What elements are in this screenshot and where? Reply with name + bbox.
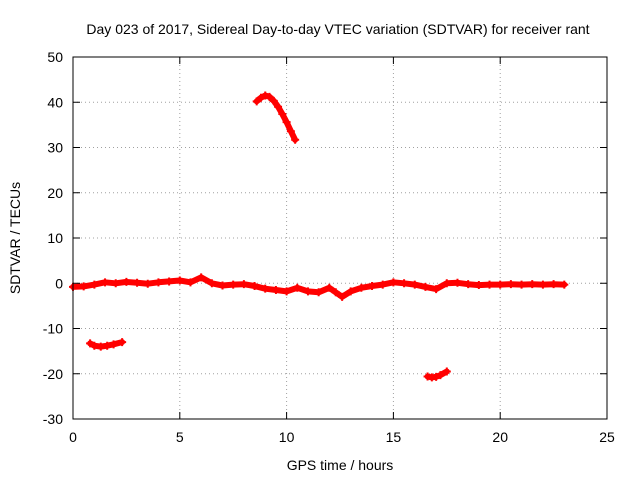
- data-point: [252, 97, 261, 106]
- y-tick-label: 0: [55, 275, 63, 291]
- data-point: [282, 118, 291, 127]
- data-point: [239, 280, 248, 289]
- data-point: [261, 284, 270, 293]
- y-tick-label: -10: [43, 321, 63, 337]
- data-point: [101, 278, 110, 287]
- data-point: [256, 93, 265, 102]
- data-point: [109, 340, 118, 349]
- y-tick-label: 40: [47, 94, 63, 110]
- data-point: [378, 280, 387, 289]
- x-tick-label: 25: [599, 429, 615, 445]
- data-point: [549, 280, 558, 289]
- data-point: [421, 282, 430, 291]
- data-point: [485, 280, 494, 289]
- axis-ticks: 0 5 10 15 20 25 -30 -20 -10 0 10 20 30 40 50: [43, 49, 615, 445]
- data-point: [186, 278, 195, 287]
- data-point: [122, 277, 131, 286]
- data-point: [474, 281, 483, 290]
- data-point: [331, 288, 340, 297]
- grid-lines: [73, 57, 607, 419]
- x-tick-label: 10: [279, 429, 295, 445]
- y-axis-label: SDTVAR / TECUs: [7, 182, 23, 294]
- data-point: [79, 282, 88, 291]
- data-point: [154, 278, 163, 287]
- series-0: [69, 273, 569, 301]
- data-point: [368, 281, 377, 290]
- data-point: [528, 280, 537, 289]
- data-point: [86, 339, 95, 348]
- data-point: [250, 281, 259, 290]
- series-line: [253, 92, 299, 143]
- data-point: [111, 279, 120, 288]
- data-point: [118, 338, 127, 347]
- x-tick-label: 0: [69, 429, 77, 445]
- data-point: [517, 280, 526, 289]
- data-point: [464, 280, 473, 289]
- data-point: [165, 277, 174, 286]
- data-point: [303, 287, 312, 296]
- y-tick-label: -30: [43, 411, 63, 427]
- data-point: [389, 278, 398, 287]
- data-point: [90, 280, 99, 289]
- data-point: [442, 367, 451, 376]
- data-point: [538, 280, 547, 289]
- data-point: [314, 288, 323, 297]
- data-point: [496, 280, 505, 289]
- x-axis-label: GPS time / hours: [287, 457, 394, 473]
- data-point: [175, 276, 184, 285]
- x-tick-label: 5: [176, 429, 184, 445]
- data-point: [143, 279, 152, 288]
- data-point: [271, 286, 280, 295]
- data-point: [560, 280, 569, 289]
- y-tick-label: 20: [47, 185, 63, 201]
- data-point: [442, 279, 451, 288]
- data-point: [325, 283, 334, 292]
- y-tick-label: -20: [43, 366, 63, 382]
- series-layer: [69, 91, 569, 382]
- data-point: [410, 280, 419, 289]
- data-point: [197, 273, 206, 282]
- data-point: [506, 280, 515, 289]
- data-point: [265, 92, 274, 101]
- series-1: [252, 91, 300, 144]
- data-point: [432, 285, 441, 294]
- data-point: [293, 283, 302, 292]
- y-tick-label: 50: [47, 49, 63, 65]
- y-tick-label: 10: [47, 230, 63, 246]
- x-tick-label: 20: [492, 429, 508, 445]
- data-point: [357, 283, 366, 292]
- data-point: [400, 279, 409, 288]
- data-point: [269, 96, 278, 105]
- series-2: [86, 338, 127, 351]
- chart-title: Day 023 of 2017, Sidereal Day-to-day VTE…: [86, 21, 589, 37]
- data-point: [282, 287, 291, 296]
- data-point: [338, 292, 347, 301]
- data-point: [133, 278, 142, 287]
- data-point: [218, 281, 227, 290]
- data-point: [346, 287, 355, 296]
- data-point: [291, 135, 300, 144]
- data-point: [286, 127, 295, 136]
- data-point: [453, 278, 462, 287]
- data-point: [229, 280, 238, 289]
- data-point: [274, 102, 283, 111]
- data-point: [436, 371, 445, 380]
- data-point: [261, 91, 270, 100]
- data-point: [103, 341, 112, 350]
- data-point: [432, 372, 441, 381]
- data-point: [207, 279, 216, 288]
- series-3: [423, 367, 451, 382]
- data-point: [278, 110, 287, 119]
- y-tick-label: 30: [47, 140, 63, 156]
- x-tick-label: 15: [386, 429, 402, 445]
